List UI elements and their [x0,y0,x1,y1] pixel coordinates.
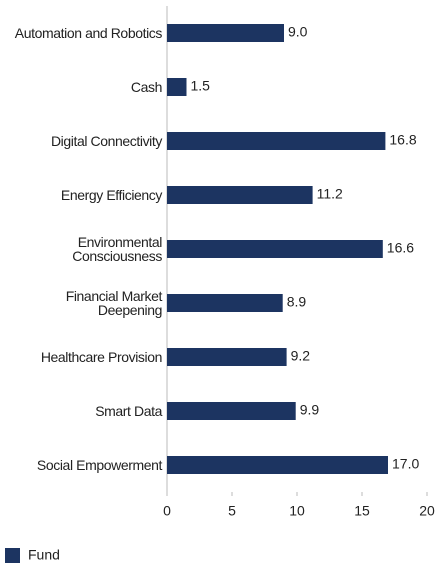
value-label: 16.6 [387,240,414,256]
y-tick-label: Digital Connectivity [50,133,162,149]
legend-label: Fund [28,547,60,563]
bar [167,78,187,96]
bar [167,348,287,366]
legend-swatch [5,548,20,563]
x-tick-label: 20 [419,503,435,519]
y-tick-label: Environmental Consciousness [72,234,162,264]
value-label: 16.8 [389,132,416,148]
value-label: 9.0 [288,24,308,40]
y-tick-label: Financial Market Deepening [65,288,163,318]
bar [167,402,296,420]
value-label: 9.9 [300,402,320,418]
value-label: 1.5 [191,78,211,94]
bar [167,456,388,474]
value-label: 11.2 [317,186,343,202]
y-tick-label: Healthcare Provision [40,349,163,365]
bar [167,294,283,312]
y-tick-label: Social Empowerment [36,457,162,473]
value-label: 17.0 [392,456,419,472]
bar [167,186,313,204]
value-label: 9.2 [291,348,311,364]
x-tick-label: 5 [228,503,236,519]
bar [167,132,386,150]
x-tick-label: 15 [354,503,370,519]
y-tick-label: Automation and Robotics [14,25,163,41]
x-tick-label: 0 [163,503,171,519]
bar [167,240,383,258]
y-tick-label: Energy Efficiency [60,187,163,203]
bar [167,24,284,42]
x-tick-label: 10 [289,503,305,519]
y-tick-label: Cash [130,79,162,95]
value-label: 8.9 [287,294,307,310]
y-tick-label: Smart Data [95,403,162,419]
